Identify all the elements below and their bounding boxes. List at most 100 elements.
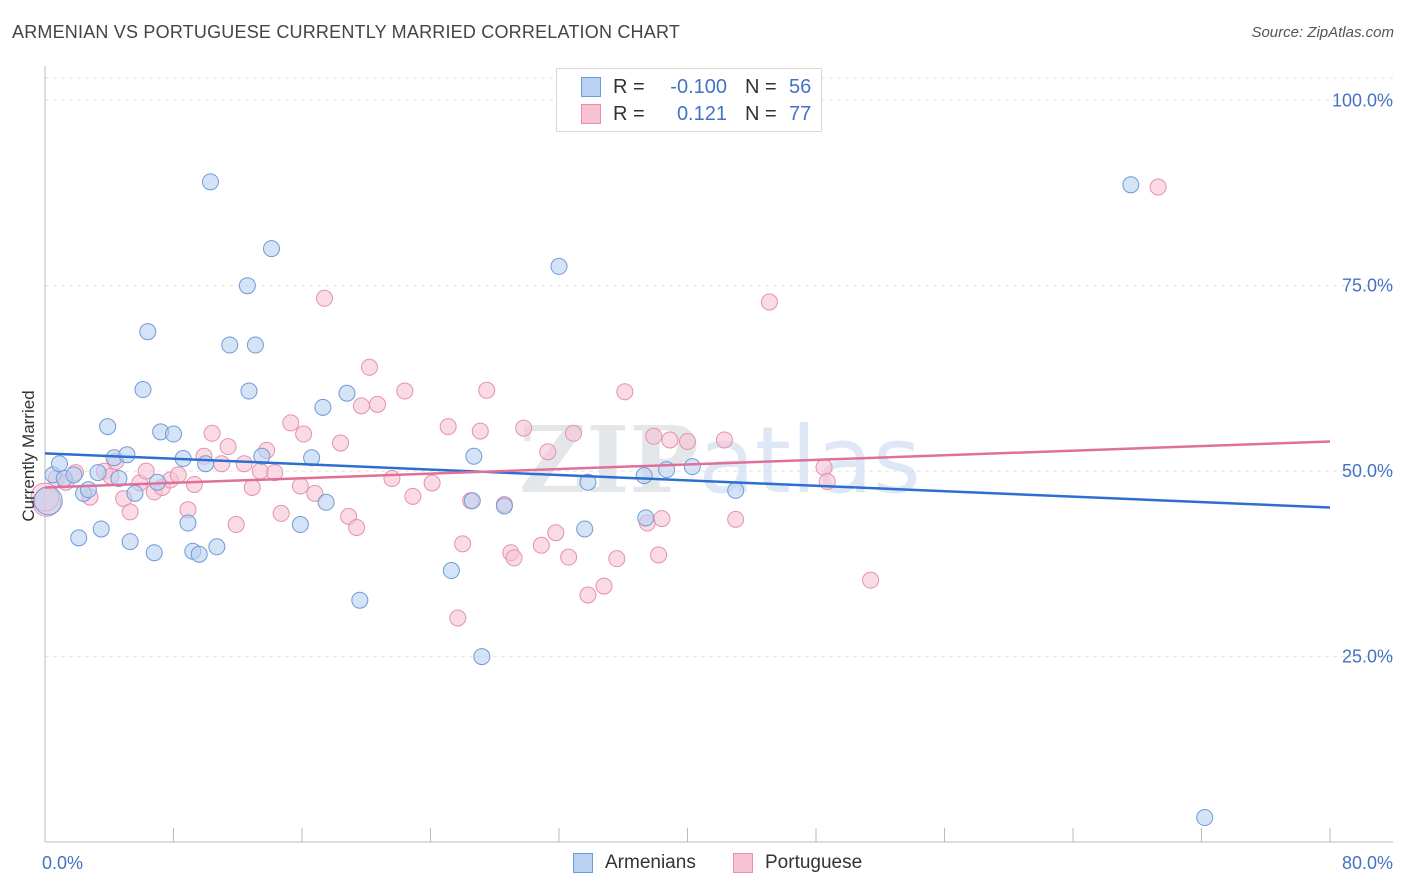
armenian-point[interactable] (291, 516, 309, 534)
portuguese-point[interactable] (404, 487, 422, 505)
portuguese-point[interactable] (423, 474, 441, 492)
portuguese-point[interactable] (295, 425, 313, 443)
armenian-point[interactable] (70, 529, 88, 547)
armenian-point[interactable] (190, 545, 208, 563)
portuguese-point[interactable] (1149, 178, 1167, 196)
portuguese-point[interactable] (650, 546, 668, 564)
portuguese-point[interactable] (352, 397, 370, 415)
portuguese-point[interactable] (595, 577, 613, 595)
armenian-point[interactable] (495, 497, 513, 515)
armenian-point[interactable] (637, 509, 655, 527)
portuguese-point[interactable] (251, 462, 269, 480)
armenian-point[interactable] (240, 382, 258, 400)
portuguese-point[interactable] (449, 609, 467, 627)
portuguese-point[interactable] (478, 381, 496, 399)
portuguese-point[interactable] (348, 518, 366, 536)
armenian-point[interactable] (79, 481, 97, 499)
portuguese-point[interactable] (219, 438, 237, 456)
armenian-point[interactable] (179, 514, 197, 532)
armenian-point[interactable] (465, 447, 483, 465)
armenian-point[interactable] (579, 473, 597, 491)
portuguese-point[interactable] (454, 535, 472, 553)
portuguese-point[interactable] (661, 431, 679, 449)
portuguese-point[interactable] (396, 382, 414, 400)
armenian-point[interactable] (121, 533, 139, 551)
portuguese-point[interactable] (137, 462, 155, 480)
armenian-point[interactable] (139, 323, 157, 341)
armenian-point[interactable] (145, 544, 163, 562)
armenian-point[interactable] (246, 336, 264, 354)
portuguese-point[interactable] (727, 510, 745, 528)
armenian-point[interactable] (126, 484, 144, 502)
armenian-point[interactable] (338, 384, 356, 402)
armenian-point[interactable] (165, 425, 182, 443)
armenian-point[interactable] (201, 173, 219, 191)
portuguese-point[interactable] (243, 478, 261, 496)
portuguese-point[interactable] (564, 424, 582, 442)
armenian-point[interactable] (463, 492, 481, 510)
portuguese-point[interactable] (368, 395, 386, 413)
portuguese-point[interactable] (862, 571, 880, 589)
armenian-point[interactable] (683, 458, 701, 476)
portuguese-point[interactable] (715, 431, 733, 449)
armenian-point[interactable] (197, 455, 215, 473)
portuguese-point[interactable] (315, 289, 333, 307)
portuguese-point[interactable] (471, 422, 489, 440)
armenian-point[interactable] (317, 493, 335, 511)
portuguese-point[interactable] (616, 383, 634, 401)
armenian-point[interactable] (65, 466, 83, 484)
armenian-point[interactable] (208, 538, 226, 556)
portuguese-point[interactable] (203, 424, 221, 442)
armenian-point[interactable] (134, 381, 152, 399)
portuguese-point[interactable] (505, 549, 523, 567)
armenian-point[interactable] (727, 481, 745, 499)
portuguese-point[interactable] (227, 516, 245, 534)
armenian-point[interactable] (238, 277, 256, 295)
armenian-point[interactable] (550, 257, 568, 275)
portuguese-point[interactable] (815, 458, 833, 476)
armenian-point[interactable] (50, 455, 68, 473)
portuguese-point[interactable] (185, 475, 203, 493)
armenian-point[interactable] (253, 447, 271, 465)
portuguese-point[interactable] (213, 455, 231, 473)
armenian-point[interactable] (99, 418, 117, 436)
armenian-point[interactable] (351, 591, 369, 609)
portuguese-point[interactable] (439, 418, 457, 436)
armenian-point[interactable] (314, 398, 332, 416)
armenian-point[interactable] (576, 520, 594, 538)
armenian-point[interactable] (89, 464, 107, 482)
portuguese-point[interactable] (306, 484, 324, 502)
armenian-point[interactable] (442, 562, 460, 580)
legend-item-portuguese[interactable]: Portuguese (733, 852, 862, 874)
armenian-point[interactable] (1196, 809, 1214, 827)
portuguese-point[interactable] (608, 550, 626, 568)
armenian-point[interactable] (221, 336, 239, 354)
portuguese-point[interactable] (360, 358, 378, 376)
portuguese-point[interactable] (532, 536, 550, 554)
portuguese-point[interactable] (579, 586, 597, 604)
armenian-point[interactable] (1122, 176, 1140, 194)
portuguese-point[interactable] (547, 524, 565, 542)
armenian-point[interactable] (33, 486, 63, 516)
legend-item-armenians[interactable]: Armenians (573, 852, 696, 874)
portuguese-point[interactable] (653, 510, 671, 528)
portuguese-point[interactable] (235, 455, 253, 473)
armenian-point[interactable] (473, 648, 491, 666)
portuguese-point[interactable] (121, 503, 139, 521)
armenian-point[interactable] (92, 520, 110, 538)
portuguese-point[interactable] (679, 432, 696, 450)
portuguese-point[interactable] (383, 470, 401, 488)
portuguese-point[interactable] (272, 504, 290, 522)
portuguese-point[interactable] (760, 293, 778, 311)
portuguese-point[interactable] (645, 427, 663, 445)
portuguese-point[interactable] (560, 548, 578, 566)
portuguese-point[interactable] (539, 443, 557, 461)
portuguese-point[interactable] (291, 477, 309, 495)
portuguese-point[interactable] (282, 414, 300, 432)
armenian-point[interactable] (262, 240, 280, 258)
portuguese-point[interactable] (332, 434, 350, 452)
portuguese-point[interactable] (169, 466, 187, 484)
armenian-point[interactable] (110, 470, 128, 488)
portuguese-point[interactable] (266, 464, 284, 482)
portuguese-point[interactable] (515, 419, 533, 437)
